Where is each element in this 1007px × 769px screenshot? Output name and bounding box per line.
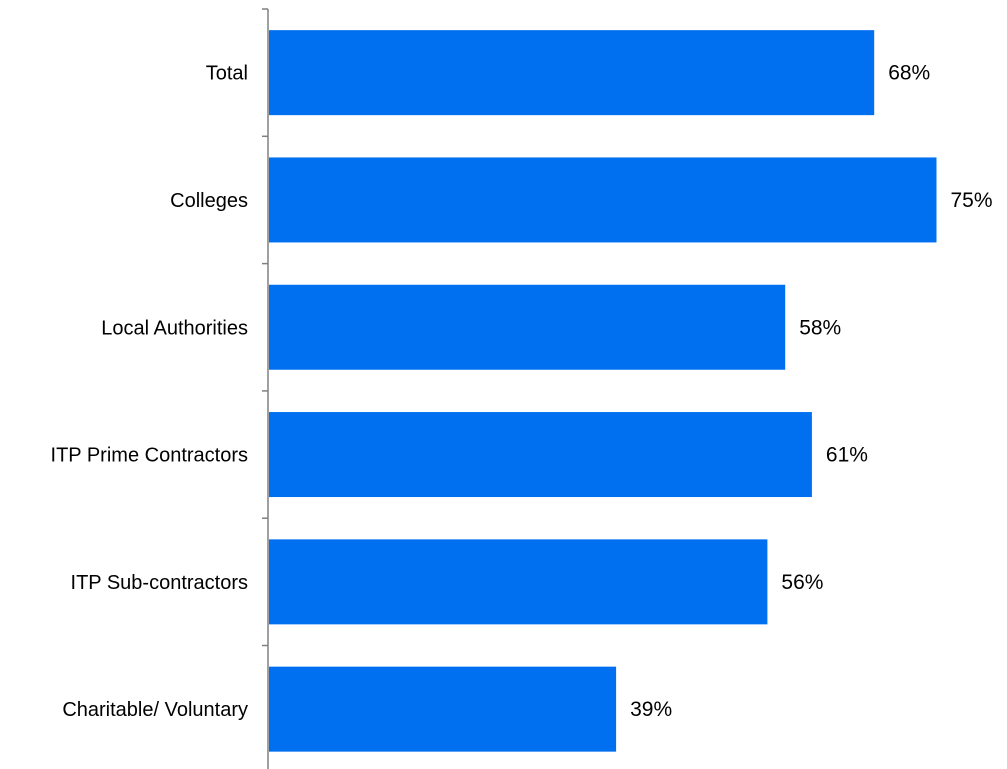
value-label: 58% (799, 316, 841, 339)
category-axis (262, 8, 269, 769)
bar (269, 666, 617, 752)
value-labels-group: 68% 75% 58% 61% 56% 39% (630, 62, 992, 722)
bar (269, 30, 875, 116)
bar (269, 539, 768, 625)
category-label: Charitable/ Voluntary (62, 699, 248, 721)
value-label: 39% (630, 698, 672, 721)
value-label: 75% (951, 189, 993, 212)
value-label: 61% (826, 444, 868, 467)
category-label: Total (206, 63, 248, 85)
category-label: ITP Prime Contractors (51, 445, 248, 467)
category-label: Colleges (170, 190, 248, 212)
value-label: 68% (888, 62, 930, 85)
bars-group (269, 30, 937, 752)
category-label: Local Authorities (101, 317, 248, 339)
category-labels-group: Total Colleges Local Authorities ITP Prime … (51, 63, 248, 722)
category-label: ITP Sub-contractors (71, 572, 248, 594)
bar (269, 284, 786, 370)
bar (269, 412, 812, 498)
bar (269, 157, 937, 243)
value-label: 56% (781, 571, 823, 594)
